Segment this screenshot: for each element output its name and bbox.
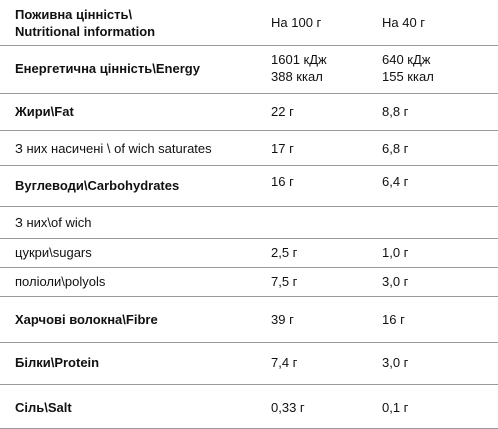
- title-line-2: Nutritional information: [15, 24, 156, 39]
- value-per-100g: 0,33 г: [271, 400, 305, 415]
- column-header-per-40g: На 40 г: [382, 15, 426, 30]
- table-row: З них\of wich: [0, 206, 498, 239]
- header-row: Поживна цінність\ Nutritional informatio…: [0, 0, 498, 46]
- nutrient-name: цукри\sugars: [15, 245, 92, 260]
- energy-kj-40g: 640 кДж: [382, 52, 431, 67]
- nutrient-name: Енергетична цінність\Energy: [15, 61, 200, 76]
- value-per-100g: 17 г: [271, 141, 294, 156]
- value-per-100g: 16 г: [271, 174, 294, 189]
- value-per-40g: 0,1 г: [382, 400, 409, 415]
- nutrient-name: З них\of wich: [15, 215, 92, 230]
- nutrient-name: поліоли\polyols: [15, 274, 106, 289]
- value-per-40g: 1,0 г: [382, 245, 409, 260]
- value-per-100g: 1601 кДж 388 ккал: [271, 51, 327, 85]
- value-per-100g: 2,5 г: [271, 245, 298, 260]
- value-per-100g: 22 г: [271, 104, 294, 119]
- value-per-40g: 3,0 г: [382, 274, 409, 289]
- energy-kcal-40g: 155 ккал: [382, 69, 434, 84]
- table-row: Енергетична цінність\Energy 1601 кДж 388…: [0, 45, 498, 94]
- table-row: З них насичені \ of wich saturates 17 г …: [0, 130, 498, 166]
- table-row: Харчові волокна\Fibre 39 г 16 г: [0, 296, 498, 343]
- value-per-40g: 640 кДж 155 ккал: [382, 51, 434, 85]
- value-per-40g: 6,4 г: [382, 174, 409, 189]
- value-per-40g: 6,8 г: [382, 141, 409, 156]
- value-per-100g: 7,4 г: [271, 355, 298, 370]
- nutrient-name: Вуглеводи\Carbohydrates: [15, 178, 180, 193]
- table-row: Сіль\Salt 0,33 г 0,1 г: [0, 384, 498, 429]
- table-title: Поживна цінність\ Nutritional informatio…: [15, 6, 155, 40]
- nutrient-name: Харчові волокна\Fibre: [15, 312, 158, 327]
- table-row: Білки\Protein 7,4 г 3,0 г: [0, 342, 498, 385]
- table-row: поліоли\polyols 7,5 г 3,0 г: [0, 267, 498, 297]
- title-line-1: Поживна цінність\: [15, 7, 133, 22]
- table-row: Вуглеводи\Carbohydrates 16 г 6,4 г: [0, 165, 498, 207]
- column-header-per-100g: На 100 г: [271, 15, 322, 30]
- value-per-40g: 16 г: [382, 312, 405, 327]
- nutrient-name: Жири\Fat: [15, 104, 74, 119]
- energy-kj-100g: 1601 кДж: [271, 52, 327, 67]
- value-per-100g: 7,5 г: [271, 274, 298, 289]
- table-row: Жири\Fat 22 г 8,8 г: [0, 93, 498, 131]
- value-per-40g: 8,8 г: [382, 104, 409, 119]
- value-per-40g: 3,0 г: [382, 355, 409, 370]
- table-row: цукри\sugars 2,5 г 1,0 г: [0, 238, 498, 268]
- nutrient-name: З них насичені \ of wich saturates: [15, 141, 212, 156]
- nutrient-name: Білки\Protein: [15, 355, 100, 370]
- energy-kcal-100g: 388 ккал: [271, 69, 323, 84]
- value-per-100g: 39 г: [271, 312, 294, 327]
- nutrient-name: Сіль\Salt: [15, 400, 72, 415]
